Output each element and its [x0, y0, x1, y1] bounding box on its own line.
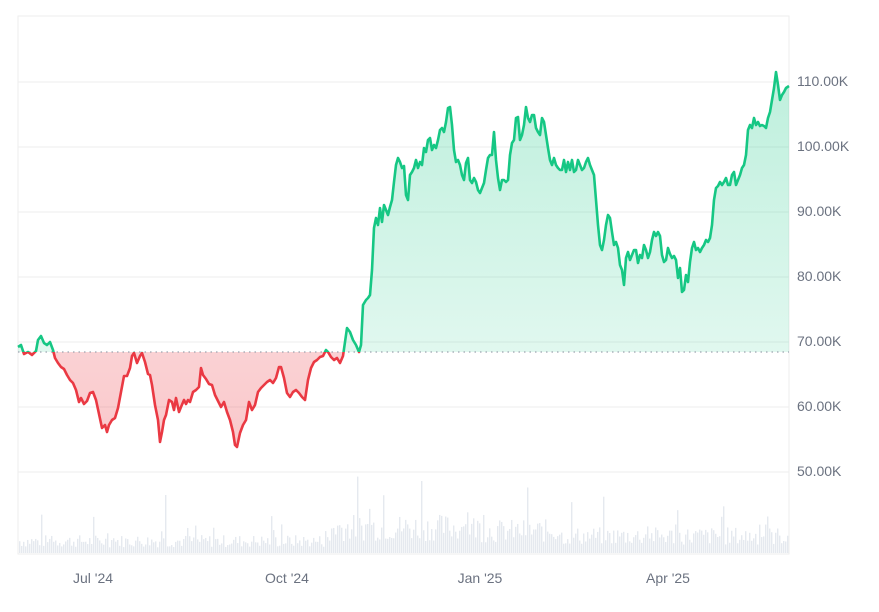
y-tick-label: 60.00K	[797, 397, 842, 414]
price-line	[17, 70, 790, 449]
price-area	[18, 72, 789, 447]
x-tick-label: Apr '25	[646, 570, 690, 586]
x-tick-label: Oct '24	[265, 570, 309, 586]
y-tick-label: 80.00K	[797, 268, 842, 284]
y-tick-label: 100.00K	[797, 138, 850, 154]
volume-bars	[19, 476, 789, 553]
x-tick-label: Jul '24	[72, 570, 114, 586]
y-tick-label: 110.00K	[797, 73, 849, 89]
x-tick-label: Jan '25	[457, 570, 503, 586]
y-tick-label: 50.00K	[797, 462, 842, 479]
y-tick-label: 70.00K	[797, 333, 842, 349]
y-tick-label: 90.00K	[797, 203, 842, 219]
